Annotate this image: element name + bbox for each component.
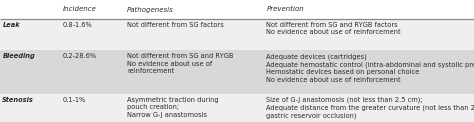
Text: Asymmetric traction during
pouch creation;
Narrow G-J anastomosis: Asymmetric traction during pouch creatio… [127,97,219,118]
Text: Incidence: Incidence [63,6,96,12]
Text: Pathogenesis: Pathogenesis [127,6,174,13]
Bar [0,50,474,94]
Text: Not different from SG and RYGB factors
No evidence about use of reinforcement: Not different from SG and RYGB factors N… [266,22,401,36]
Text: Not different from SG factors: Not different from SG factors [127,22,224,28]
Text: Size of G-J anastomosis (not less than 2.5 cm);
Adequate distance from the great: Size of G-J anastomosis (not less than 2… [266,97,474,119]
Bar [0,94,474,122]
Text: 0.2-28.6%: 0.2-28.6% [63,53,97,59]
Text: Stenosis: Stenosis [2,97,34,103]
Bar [0,19,474,50]
Text: 0.8-1.6%: 0.8-1.6% [63,22,92,28]
Text: 0.1-1%: 0.1-1% [63,97,86,103]
Text: Bleeding: Bleeding [2,53,35,59]
Text: Leak: Leak [2,22,20,28]
Text: Adequate devices (cartridges)
Adequate hemostatic control (intra-abdominal and s: Adequate devices (cartridges) Adequate h… [266,53,474,83]
Text: Prevention: Prevention [266,6,304,12]
Text: Not different from SG and RYGB
No evidence about use of
reinforcement: Not different from SG and RYGB No eviden… [127,53,233,74]
